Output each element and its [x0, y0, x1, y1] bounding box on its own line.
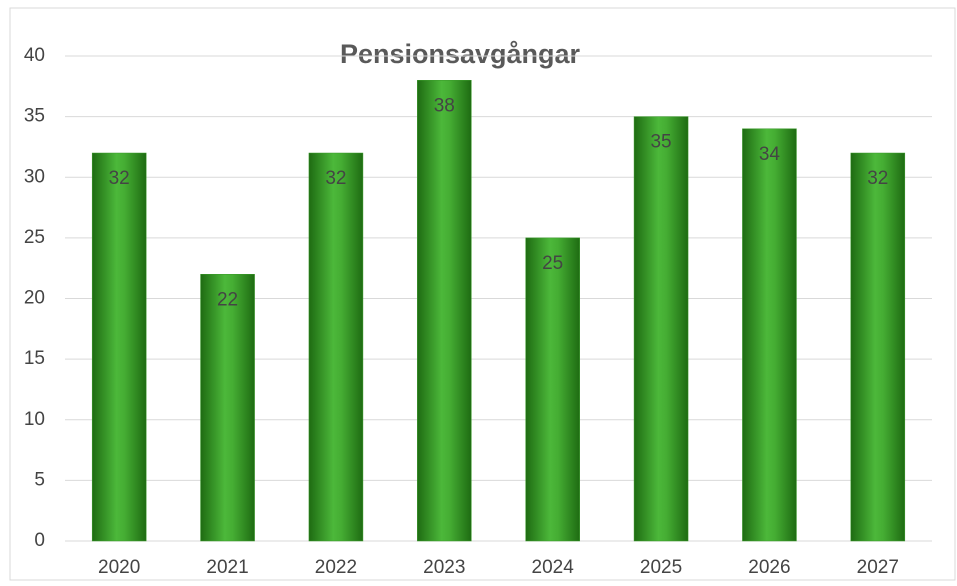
x-tick-label: 2025	[640, 557, 682, 578]
data-label: 32	[867, 168, 888, 189]
bar	[308, 152, 364, 542]
chart-frame	[9, 7, 956, 581]
x-tick-label: 2022	[315, 557, 357, 578]
x-tick-label: 2024	[532, 557, 575, 578]
y-tick-label: 10	[24, 409, 45, 430]
y-tick-label: 35	[24, 106, 45, 127]
bar	[633, 116, 689, 542]
y-tick-label: 20	[24, 288, 45, 309]
x-tick-label: 2020	[98, 557, 140, 578]
x-tick-label: 2023	[423, 557, 465, 578]
x-tick-label: 2021	[206, 557, 248, 578]
y-tick-label: 30	[24, 166, 45, 187]
data-label: 25	[542, 253, 563, 274]
bar	[525, 237, 580, 542]
x-tick-label: 2027	[857, 557, 899, 578]
data-label: 22	[217, 289, 238, 310]
bar	[417, 80, 472, 542]
bar	[200, 274, 255, 542]
y-tick-label: 0	[34, 530, 45, 551]
bar	[742, 128, 797, 542]
data-label: 38	[434, 95, 455, 116]
y-tick-label: 25	[24, 227, 45, 248]
y-tick-label: 40	[24, 45, 45, 66]
data-label: 32	[325, 168, 346, 189]
data-label: 32	[109, 168, 130, 189]
y-tick-label: 5	[34, 469, 45, 490]
bar	[850, 152, 906, 542]
data-label: 34	[759, 144, 781, 165]
y-tick-label: 15	[24, 348, 45, 369]
x-tick-label: 2026	[748, 557, 790, 578]
bar	[91, 152, 147, 542]
data-label: 35	[650, 132, 671, 153]
chart-title: Pensionsavgångar	[340, 39, 581, 69]
